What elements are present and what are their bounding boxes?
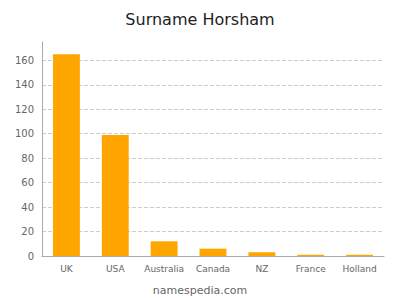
svg-text:Canada: Canada bbox=[196, 264, 230, 274]
svg-text:60: 60 bbox=[21, 177, 34, 188]
svg-text:40: 40 bbox=[21, 202, 34, 213]
svg-text:Holland: Holland bbox=[342, 264, 376, 274]
svg-text:Surname Horsham: Surname Horsham bbox=[125, 10, 274, 29]
svg-text:100: 100 bbox=[15, 128, 34, 139]
svg-text:0: 0 bbox=[28, 251, 34, 262]
svg-text:20: 20 bbox=[21, 226, 34, 237]
svg-text:80: 80 bbox=[21, 153, 34, 164]
svg-text:Australia: Australia bbox=[144, 264, 184, 274]
svg-text:NZ: NZ bbox=[255, 264, 268, 274]
svg-text:namespedia.com: namespedia.com bbox=[153, 284, 247, 297]
svg-text:UK: UK bbox=[60, 264, 74, 274]
svg-text:France: France bbox=[296, 264, 326, 274]
svg-text:120: 120 bbox=[15, 104, 34, 115]
svg-text:USA: USA bbox=[106, 264, 125, 274]
svg-text:140: 140 bbox=[15, 79, 34, 90]
svg-text:160: 160 bbox=[15, 55, 34, 66]
